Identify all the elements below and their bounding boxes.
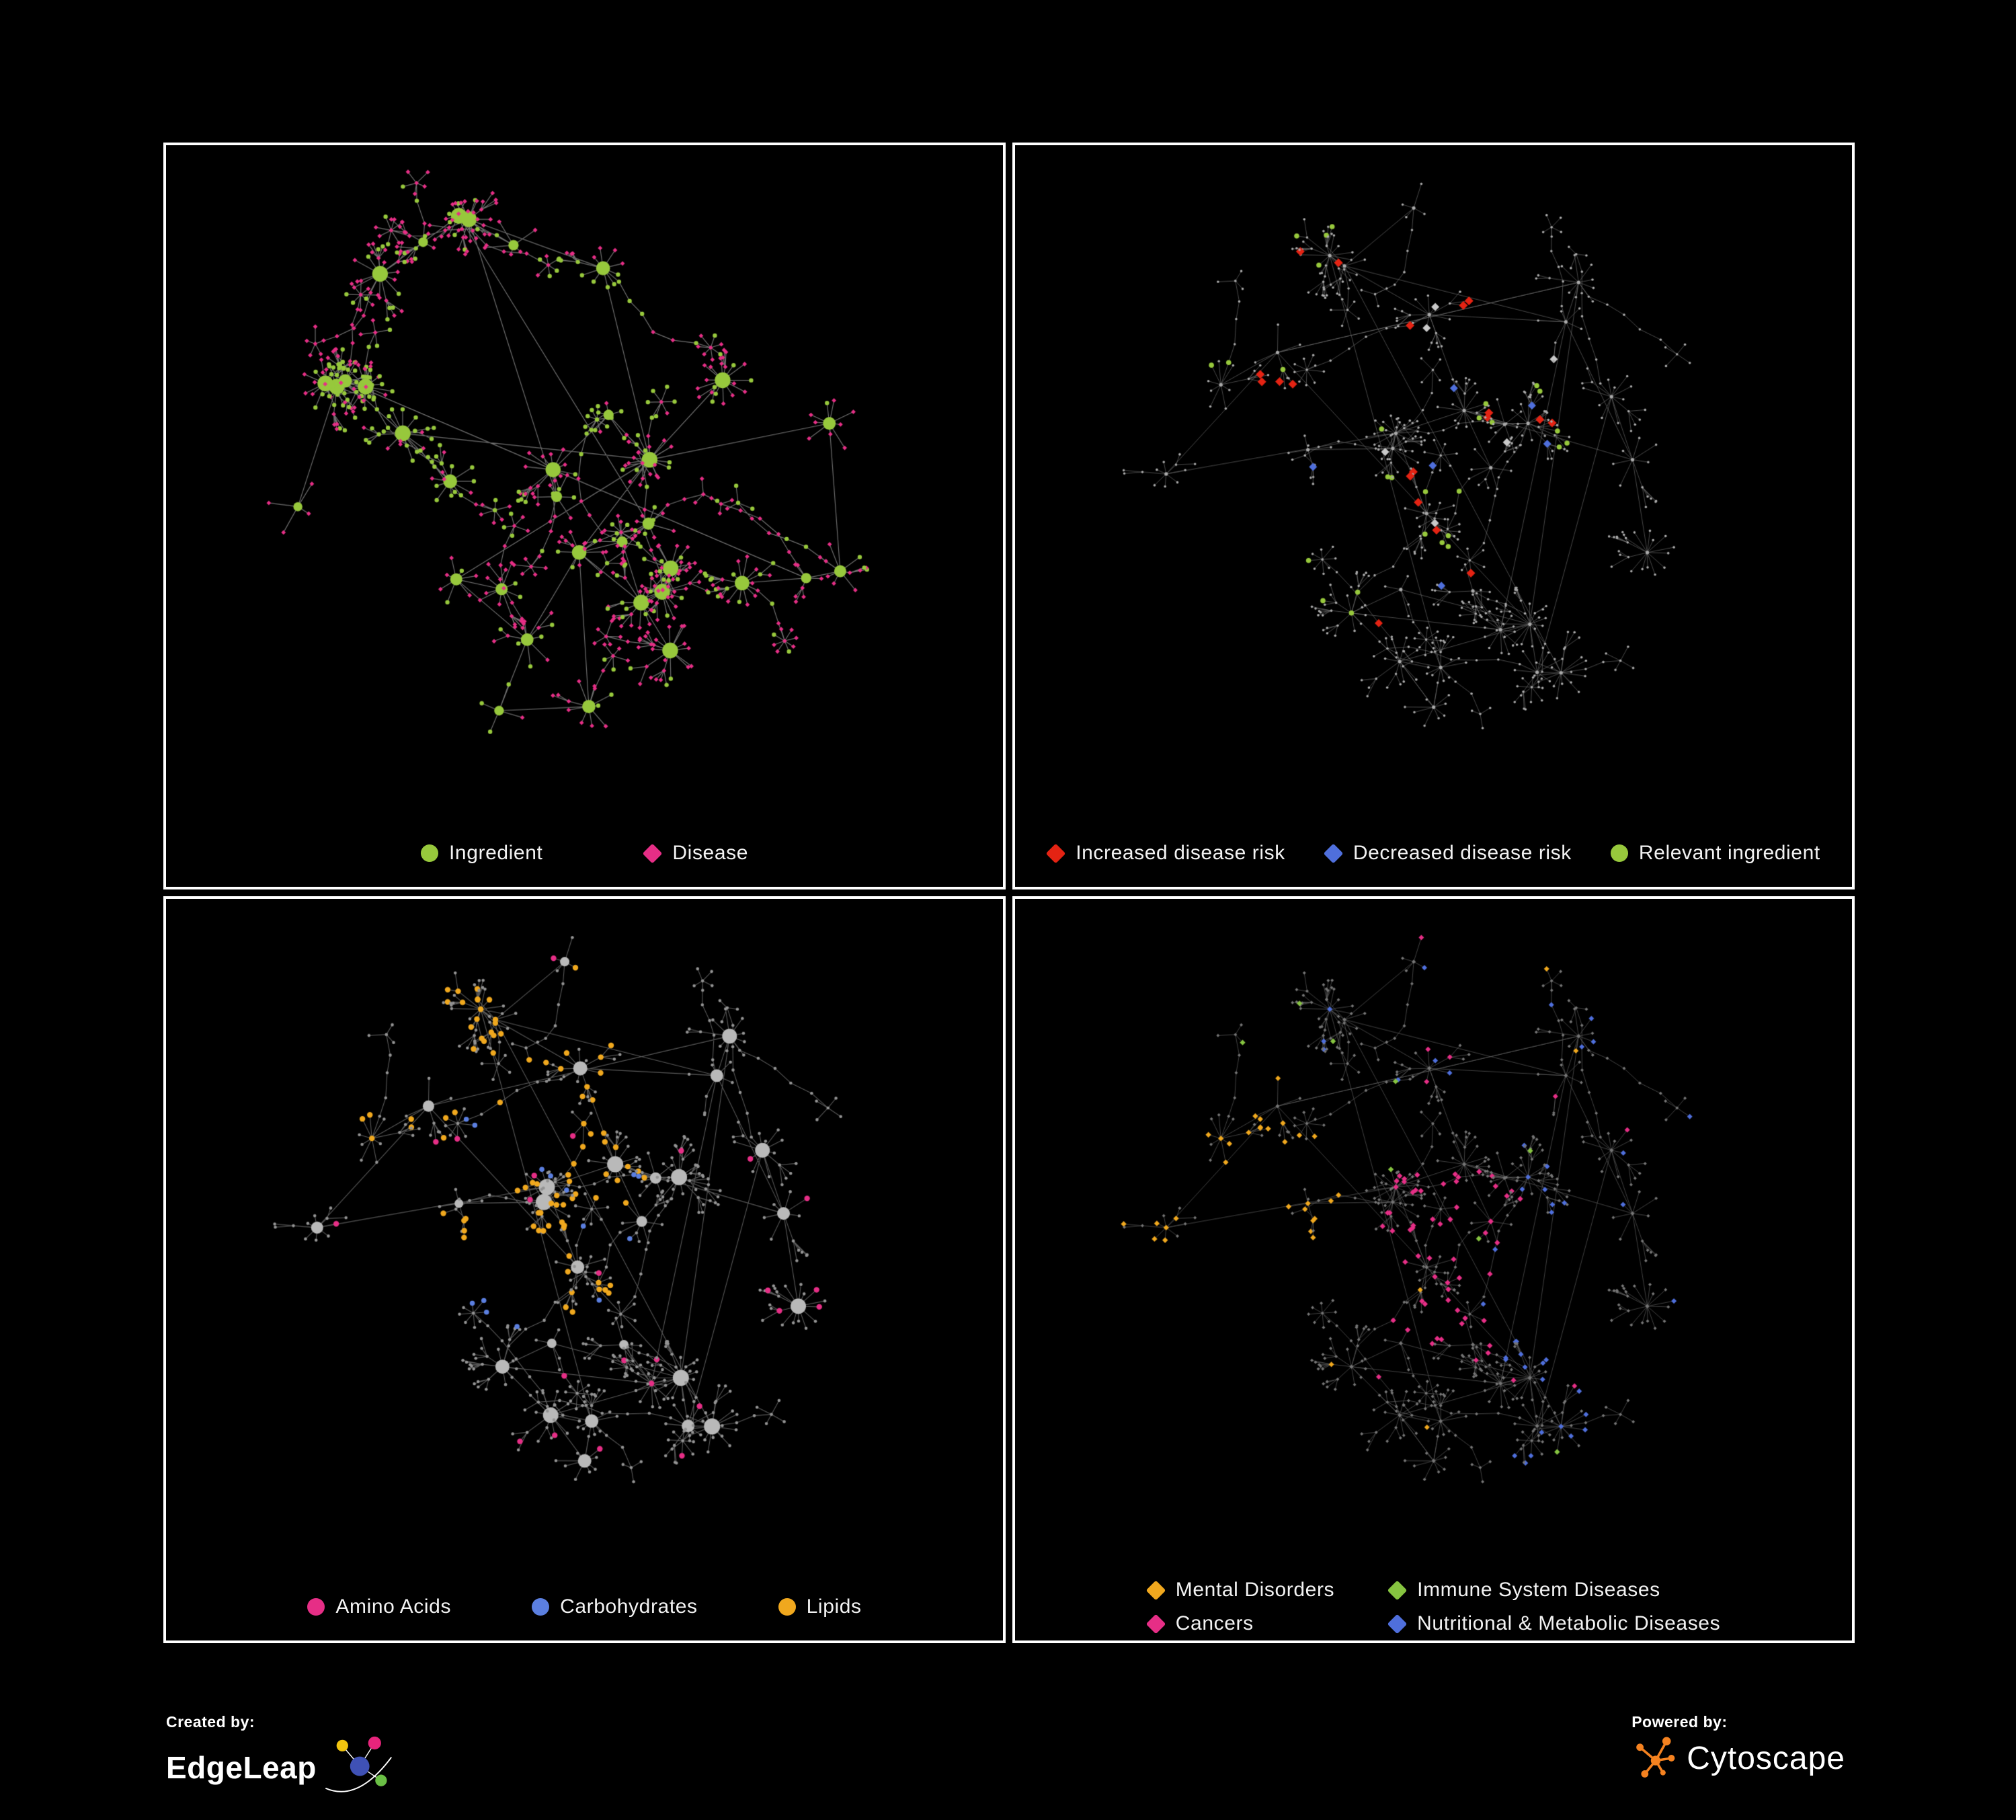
legend-item-cancers: Cancers <box>1145 1612 1334 1635</box>
legend-label-amino-acids: Amino Acids <box>335 1595 452 1618</box>
legend-label-lipids: Lipids <box>806 1595 862 1618</box>
legend-item-amino-acids: Amino Acids <box>307 1595 451 1618</box>
panel-macronutrients: Amino Acids Carbohydrates Lipids <box>163 896 1006 1643</box>
legend-item-relevant-ingredient: Relevant ingredient <box>1610 842 1820 865</box>
decreased-risk-swatch <box>1323 843 1344 863</box>
legend-label-disease: Disease <box>672 842 749 864</box>
legend-macronutrients: Amino Acids Carbohydrates Lipids <box>166 1573 1003 1640</box>
panel-disease-categories: Mental Disorders Immune System Diseases … <box>1012 896 1855 1643</box>
immune-diseases-swatch <box>1387 1580 1408 1600</box>
increased-risk-swatch <box>1045 843 1066 863</box>
cancers-swatch <box>1145 1614 1166 1634</box>
panel-ingredient-disease: Ingredient Disease <box>163 143 1006 889</box>
legend-item-metabolic-diseases: Nutritional & Metabolic Diseases <box>1387 1612 1721 1635</box>
legend-label-decreased-risk: Decreased disease risk <box>1353 842 1572 864</box>
edgeleap-logo-text: EdgeLeap <box>166 1750 317 1785</box>
legend-item-carbohydrates: Carbohydrates <box>532 1595 698 1618</box>
lipids-swatch <box>778 1598 796 1616</box>
legend-item-immune-diseases: Immune System Diseases <box>1387 1579 1720 1601</box>
metabolic-diseases-swatch <box>1387 1614 1408 1634</box>
created-by-block: Created by: EdgeLeap <box>166 1713 403 1800</box>
legend-item-increased-risk: Increased disease risk <box>1045 842 1285 865</box>
legend-label-relevant-ingredient: Relevant ingredient <box>1638 842 1820 864</box>
relevant-ingredient-swatch <box>1610 844 1628 862</box>
ingredient-node-swatch <box>420 844 438 862</box>
network-graph-disease-categories <box>1015 899 1852 1573</box>
powered-by-label: Powered by: <box>1631 1713 1728 1731</box>
network-graph-macronutrients <box>166 899 1003 1573</box>
network-figure-grid: Ingredient Disease Increased disease ris… <box>163 143 1855 1643</box>
legend-label-metabolic-diseases: Nutritional & Metabolic Diseases <box>1417 1612 1721 1634</box>
mental-disorders-swatch <box>1145 1580 1166 1600</box>
legend-ingredient-disease: Ingredient Disease <box>166 820 1003 887</box>
legend-label-increased-risk: Increased disease risk <box>1076 842 1285 864</box>
legend-label-mental-disorders: Mental Disorders <box>1175 1579 1335 1601</box>
legend-item-disease: Disease <box>643 842 748 865</box>
panel-disease-risk: Increased disease risk Decreased disease… <box>1012 143 1855 889</box>
edgeleap-molecule-icon <box>325 1736 392 1792</box>
cytoscape-logo: Cytoscape <box>1631 1734 1845 1782</box>
legend-item-mental-disorders: Mental Disorders <box>1145 1579 1335 1601</box>
legend-label-ingredient: Ingredient <box>448 842 543 864</box>
cytoscape-network-icon <box>1636 1737 1675 1778</box>
cytoscape-logo-text: Cytoscape <box>1687 1740 1845 1776</box>
legend-disease-categories: Mental Disorders Immune System Diseases … <box>1015 1573 1852 1640</box>
edgeleap-logo: EdgeLeap <box>166 1735 403 1800</box>
disease-node-swatch <box>643 843 663 863</box>
legend-item-lipids: Lipids <box>778 1595 862 1618</box>
legend-label-cancers: Cancers <box>1175 1612 1254 1634</box>
carbohydrates-swatch <box>532 1598 550 1616</box>
legend-disease-risk: Increased disease risk Decreased disease… <box>1015 820 1852 887</box>
created-by-label: Created by: <box>166 1713 255 1731</box>
network-graph-ingredient-disease <box>166 145 1003 820</box>
legend-label-immune-diseases: Immune System Diseases <box>1417 1579 1660 1601</box>
legend-item-decreased-risk: Decreased disease risk <box>1323 842 1572 865</box>
powered-by-block: Powered by: Cytoscape <box>1631 1713 1845 1782</box>
network-graph-disease-risk <box>1015 145 1852 820</box>
legend-label-carbohydrates: Carbohydrates <box>560 1595 698 1618</box>
legend-item-ingredient: Ingredient <box>420 842 543 865</box>
amino-acids-swatch <box>307 1598 325 1616</box>
